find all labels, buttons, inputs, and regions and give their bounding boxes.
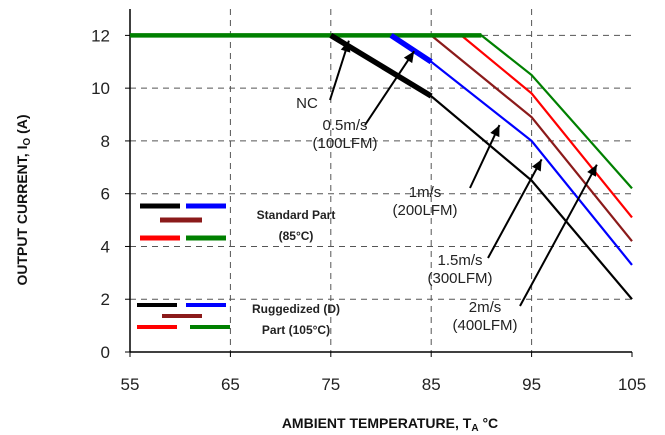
series-lines bbox=[130, 33, 633, 300]
annotation-arrowhead bbox=[531, 159, 542, 172]
legend-swatches bbox=[137, 203, 230, 329]
annotation-label: 1.5m/s bbox=[437, 252, 482, 269]
annotation-arrowhead bbox=[587, 164, 597, 177]
legend-notes: Standard Part (85°C) Ruggedized (D) Part (1… bbox=[252, 208, 340, 337]
series-line bbox=[130, 34, 633, 300]
y-tick-label: 2 bbox=[101, 290, 110, 309]
y-tick-labels: 0 2 4 6 8 10 12 bbox=[91, 26, 110, 362]
annotation-arrow bbox=[519, 164, 598, 307]
annotation-arrowhead bbox=[490, 125, 500, 138]
annotation-arrow bbox=[364, 50, 415, 126]
grid bbox=[130, 9, 632, 352]
annotation-label: (200LFM) bbox=[392, 202, 457, 219]
legend-note: Ruggedized (D) bbox=[252, 302, 340, 316]
x-axis-title: AMBIENT TEMPERATURE, TA °C bbox=[282, 415, 498, 434]
annotation-label: (100LFM) bbox=[312, 135, 377, 152]
y-tick-label: 6 bbox=[101, 185, 110, 204]
legend-note: Standard Part bbox=[257, 208, 336, 222]
x-tick-label: 55 bbox=[121, 375, 140, 394]
annotation-arrow bbox=[469, 124, 501, 189]
annotation-arrowhead bbox=[403, 51, 415, 64]
series-line bbox=[130, 34, 633, 190]
x-tick-label: 75 bbox=[321, 375, 340, 394]
x-tick-label: 95 bbox=[522, 375, 541, 394]
y-tick-label: 10 bbox=[91, 79, 110, 98]
annotation-label: 1m/s bbox=[409, 184, 442, 201]
plot-frame bbox=[125, 9, 633, 357]
annotation-label: (400LFM) bbox=[452, 317, 517, 334]
annotation-label: (300LFM) bbox=[427, 270, 492, 287]
x-tick-label: 105 bbox=[618, 375, 646, 394]
annotation-label: 2m/s bbox=[469, 299, 502, 316]
annotation-labels: NC0.5m/s(100LFM) 1m/s(200LFM) 1.5m/s(300LF… bbox=[296, 95, 517, 334]
series-line-0.5ms-thick bbox=[389, 33, 433, 65]
legend-note: Part (105°C) bbox=[262, 323, 330, 337]
x-tick-label: 85 bbox=[422, 375, 441, 394]
annotation-arrow bbox=[487, 158, 543, 259]
x-tick-labels: 55 65 75 85 95 105 bbox=[121, 375, 647, 394]
annotation-label: NC bbox=[296, 95, 318, 112]
y-tick-label: 0 bbox=[101, 343, 110, 362]
annotation-arrowhead bbox=[340, 40, 351, 53]
annotation-arrows bbox=[329, 40, 598, 307]
series-line bbox=[130, 34, 633, 266]
x-tick-label: 65 bbox=[221, 375, 240, 394]
y-tick-label: 4 bbox=[101, 237, 110, 256]
y-axis-title: OUTPUT CURRENT, IO (A) bbox=[14, 114, 33, 285]
annotation-label: 0.5m/s bbox=[322, 117, 367, 134]
y-tick-label: 8 bbox=[101, 132, 110, 151]
legend-note: (85°C) bbox=[279, 229, 314, 243]
y-tick-label: 12 bbox=[91, 26, 110, 45]
